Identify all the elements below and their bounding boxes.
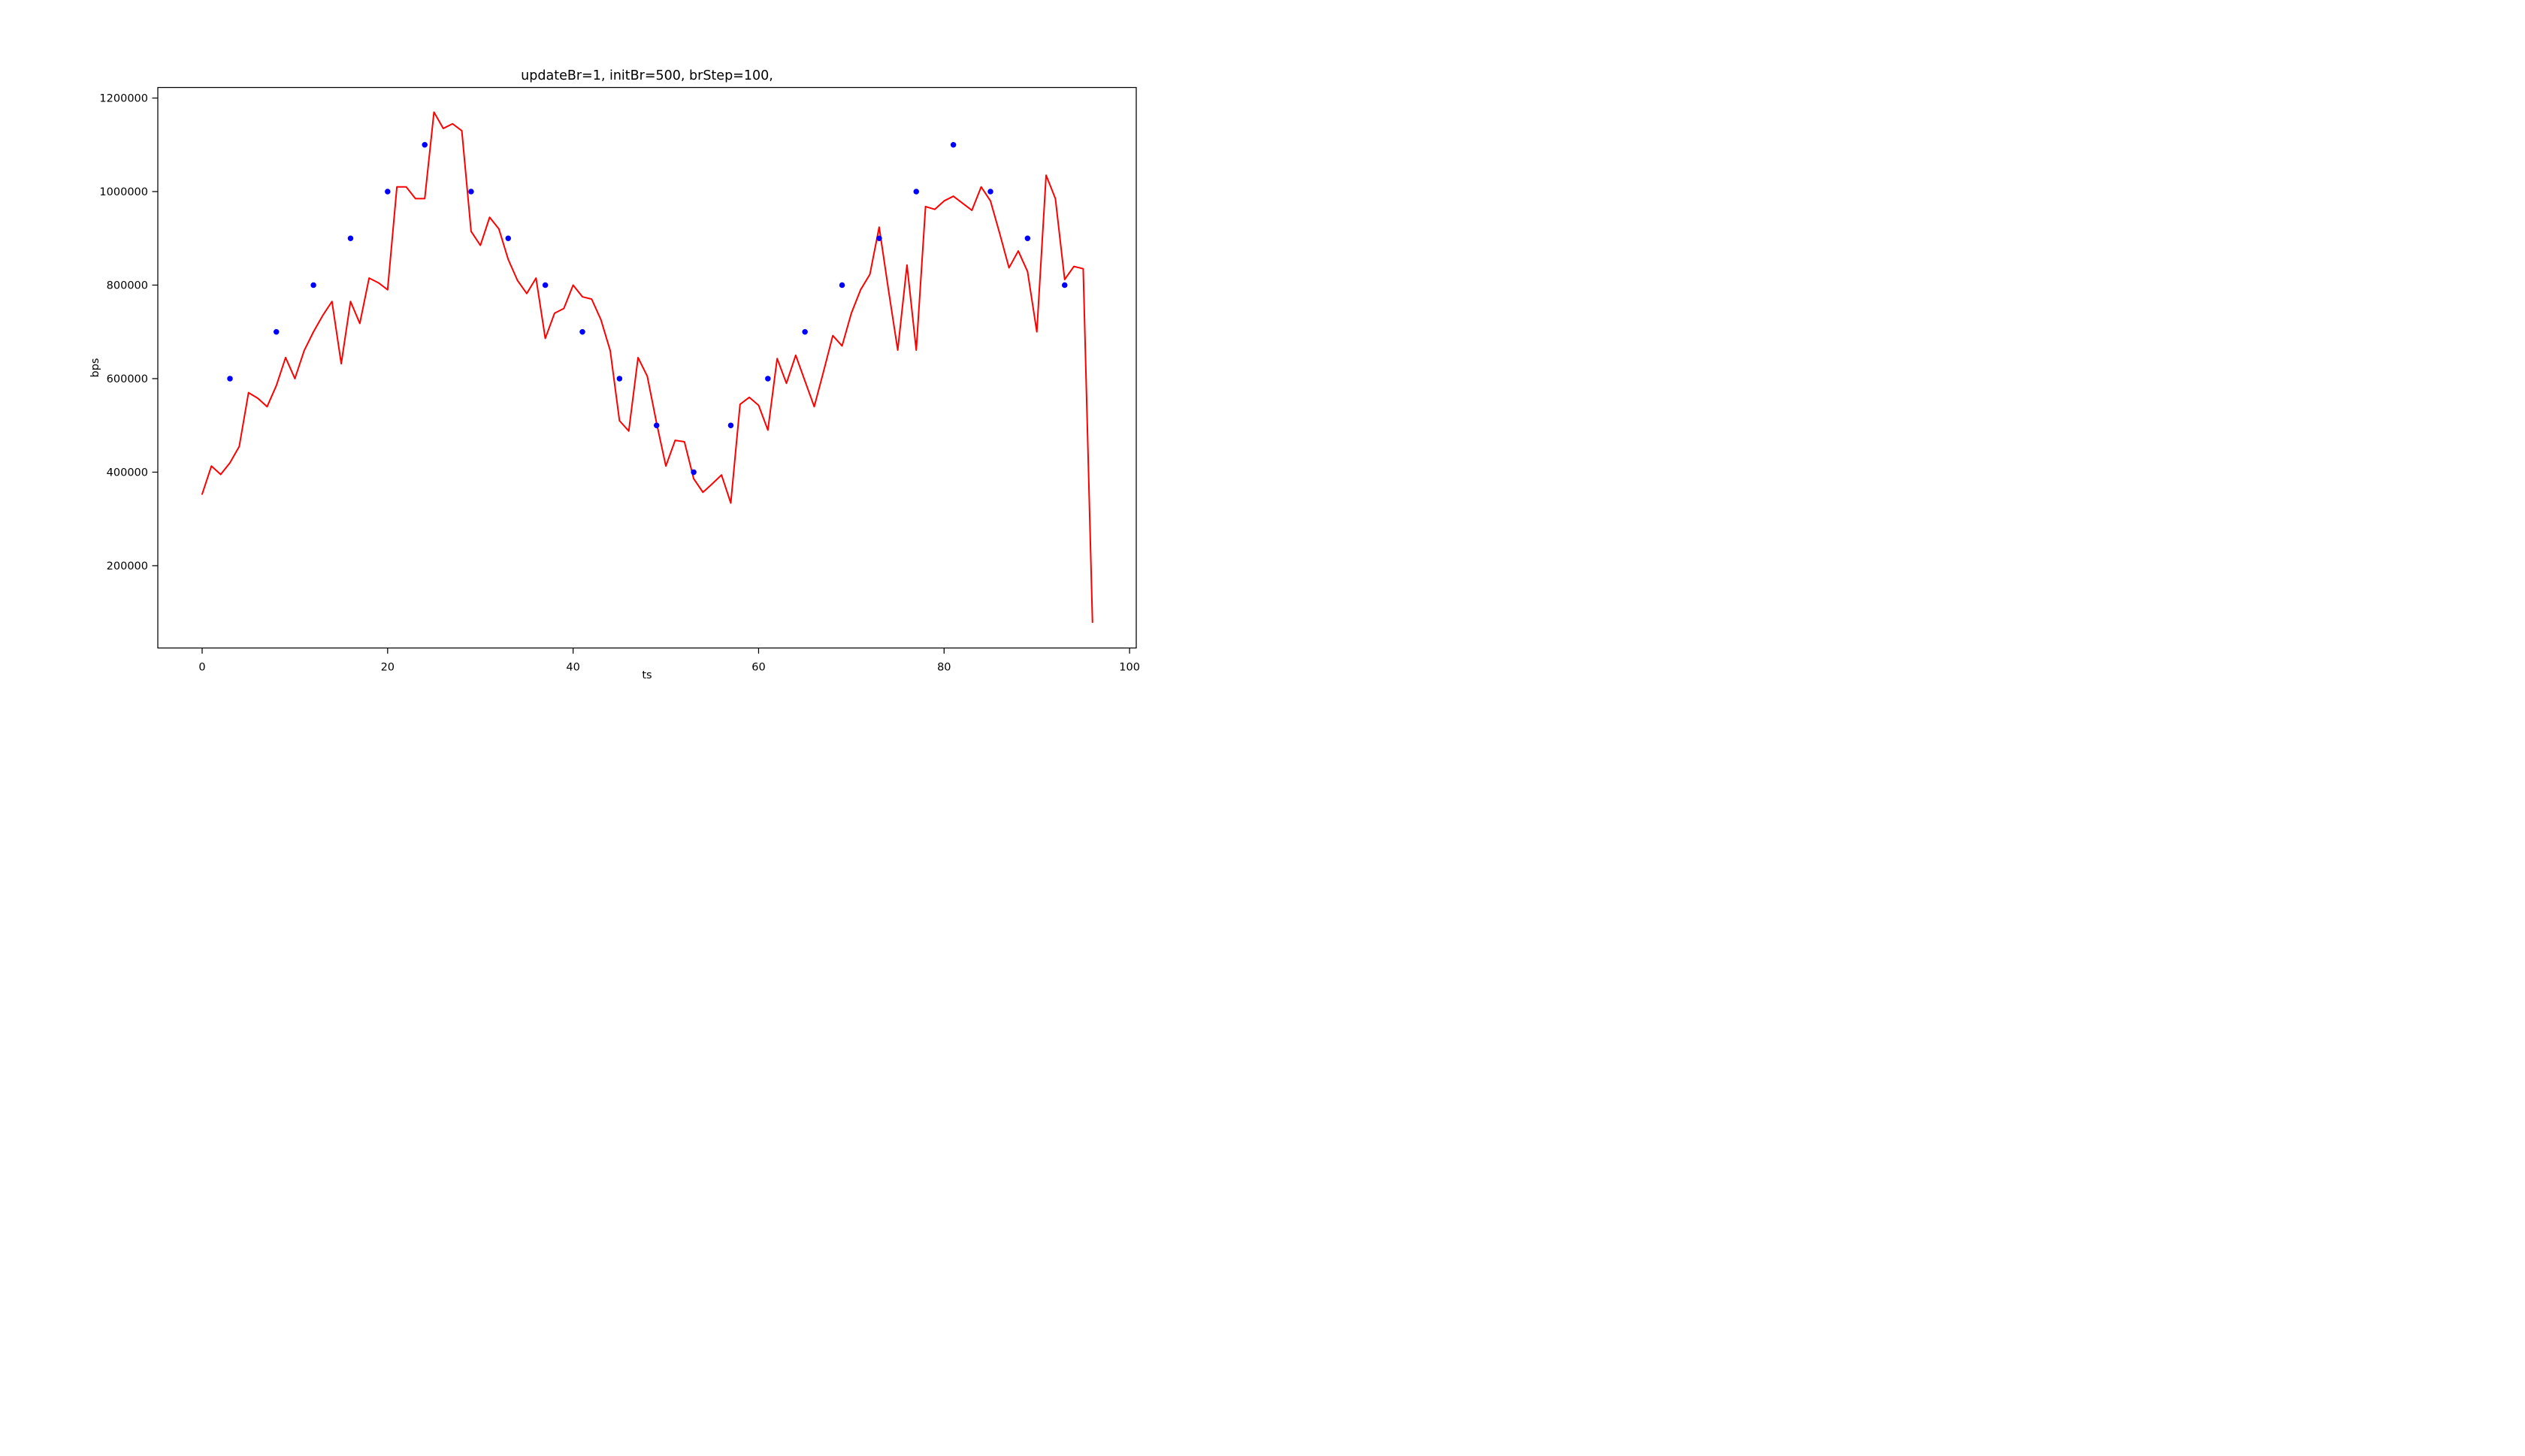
y-tick-label: 200000 [107, 560, 148, 572]
chart-figure: updateBr=1, initBr=500, brStep=100, bps … [0, 0, 1262, 728]
blue-scatter-point [913, 189, 919, 195]
blue-scatter-point [468, 189, 474, 195]
blue-scatter-point [950, 142, 957, 148]
blue-scatter-point [1024, 235, 1031, 241]
y-tick-label: 800000 [107, 279, 148, 292]
blue-scatter-point [802, 329, 808, 335]
blue-scatter-point [227, 376, 233, 382]
x-tick-label: 20 [381, 662, 395, 674]
blue-scatter-point [310, 282, 316, 288]
blue-scatter-point [876, 235, 882, 241]
x-tick-label: 60 [751, 662, 765, 674]
blue-scatter-point [505, 235, 511, 241]
blue-scatter-point [385, 189, 391, 195]
blue-scatter-point [422, 142, 428, 148]
x-tick-label: 40 [566, 662, 579, 674]
blue-scatter-point [579, 329, 585, 335]
blue-scatter-point [653, 422, 660, 428]
y-tick-label: 400000 [107, 467, 148, 479]
axes-frame [157, 86, 1137, 649]
blue-scatter-point [727, 422, 734, 428]
x-tick-label: 80 [937, 662, 951, 674]
blue-scatter-point [1062, 282, 1068, 288]
y-tick-label: 1000000 [99, 186, 148, 198]
y-axis-title: bps [89, 358, 101, 378]
y-tick-label: 600000 [107, 373, 148, 385]
chart-title: updateBr=1, initBr=500, brStep=100, [521, 68, 773, 83]
blue-scatter-point [347, 235, 354, 241]
plot-canvas: updateBr=1, initBr=500, brStep=100, bps … [89, 68, 1140, 681]
x-axis-title: ts [642, 669, 652, 681]
blue-scatter-point [691, 469, 697, 476]
x-tick-label: 100 [1119, 662, 1140, 674]
blue-scatter-point [273, 329, 280, 335]
blue-scatter-point [542, 282, 549, 288]
blue-scatter-point [839, 282, 845, 288]
y-tick-label: 1200000 [99, 93, 148, 105]
blue-scatter-point [616, 376, 623, 382]
x-tick-label: 0 [198, 662, 205, 674]
plot-area: 0 20 40 60 80 100 200000 400000 600000 800000 1000… [99, 86, 1140, 674]
blue-scatter-point [987, 189, 993, 195]
blue-scatter-point [765, 376, 771, 382]
red-line-series [201, 111, 1093, 624]
